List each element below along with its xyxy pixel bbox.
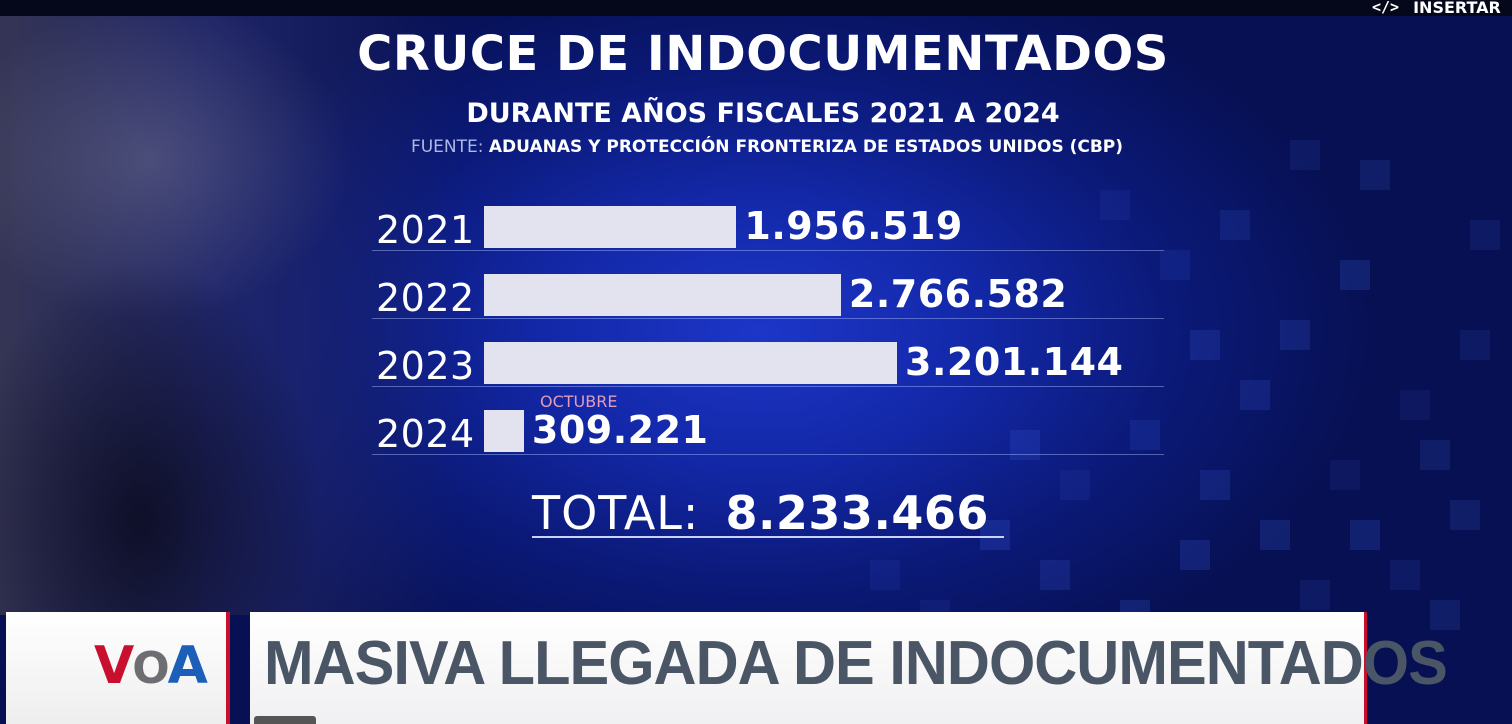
logo-letter-o: O (132, 643, 169, 694)
background-tile (1160, 250, 1190, 280)
background-tile (1190, 330, 1220, 360)
background-tile (1220, 210, 1250, 240)
background-tile (1180, 540, 1210, 570)
background-tile (1280, 320, 1310, 350)
logo-letter-v: V (94, 636, 134, 696)
row-divider (372, 454, 1164, 455)
value-label: 2.766.582 (848, 272, 1068, 316)
insert-embed-button[interactable]: </> INSERTAR (1372, 0, 1501, 18)
background-tile (1100, 190, 1130, 220)
background-tile (1040, 560, 1070, 590)
total-value: 8.233.466 (725, 486, 989, 540)
total-underline (532, 536, 1004, 538)
source-line: FUENTE: ADUANAS Y PROTECCIÓN FRONTERIZA … (0, 137, 1512, 157)
insert-label: INSERTAR (1413, 0, 1501, 17)
total-label: TOTAL: (532, 486, 700, 540)
value-label: 3.201.144 (905, 340, 1124, 384)
background-tile (1300, 580, 1330, 610)
top-strip (0, 0, 1512, 16)
chart-title: CRUCE DE INDOCUMENTADOS (357, 26, 1169, 82)
source-label: FUENTE: (410, 137, 484, 157)
background-photo (0, 0, 460, 615)
bar (484, 410, 524, 452)
bar (484, 274, 841, 316)
chart-subtitle: DURANTE AÑOS FISCALES 2021 A 2024 (466, 98, 1060, 129)
background-tile (980, 520, 1010, 550)
background-tile (1130, 420, 1160, 450)
row-divider (372, 318, 1164, 319)
voa-logo: VOA (94, 636, 208, 696)
background-tile (1290, 140, 1320, 170)
bar (484, 342, 897, 384)
background-tile (1390, 560, 1420, 590)
headline-box (250, 612, 1367, 724)
background-tile (1260, 520, 1290, 550)
logo-accent-bar (226, 612, 230, 724)
background-tile (1010, 430, 1040, 460)
background-tile (1240, 380, 1270, 410)
total-line: TOTAL: 8.233.466 (532, 486, 989, 540)
background-tile (1450, 500, 1480, 530)
value-label: 309.221 (531, 408, 709, 452)
annotation-octubre: OCTUBRE (540, 392, 618, 411)
background-tile (1200, 470, 1230, 500)
background-tile (870, 560, 900, 590)
code-icon: </> (1372, 0, 1400, 16)
voa-logo-box (6, 612, 228, 724)
year-label: 2021 (376, 208, 475, 252)
bar (484, 206, 737, 248)
year-label: 2024 (376, 412, 475, 456)
year-label: 2022 (376, 276, 475, 320)
row-divider (372, 250, 1164, 251)
scroll-handle[interactable] (254, 716, 316, 724)
background-tile (1060, 470, 1090, 500)
background-tile (1360, 160, 1390, 190)
logo-letter-a: A (167, 636, 208, 696)
year-label: 2023 (376, 344, 475, 388)
background-tile (1430, 600, 1460, 630)
background-tile (1470, 220, 1500, 250)
background-tile (1350, 520, 1380, 550)
background-tile (1460, 330, 1490, 360)
background-tile (1340, 260, 1370, 290)
headline-text: MASIVA LLEGADA DE INDOCUMENTADOS (264, 629, 1448, 698)
row-divider (372, 386, 1164, 387)
background-tile (1400, 390, 1430, 420)
background-tile (1330, 460, 1360, 490)
source-text: ADUANAS Y PROTECCIÓN FRONTERIZA DE ESTAD… (488, 137, 1124, 157)
value-label: 1.956.519 (744, 204, 963, 248)
background-tile (1420, 440, 1450, 470)
